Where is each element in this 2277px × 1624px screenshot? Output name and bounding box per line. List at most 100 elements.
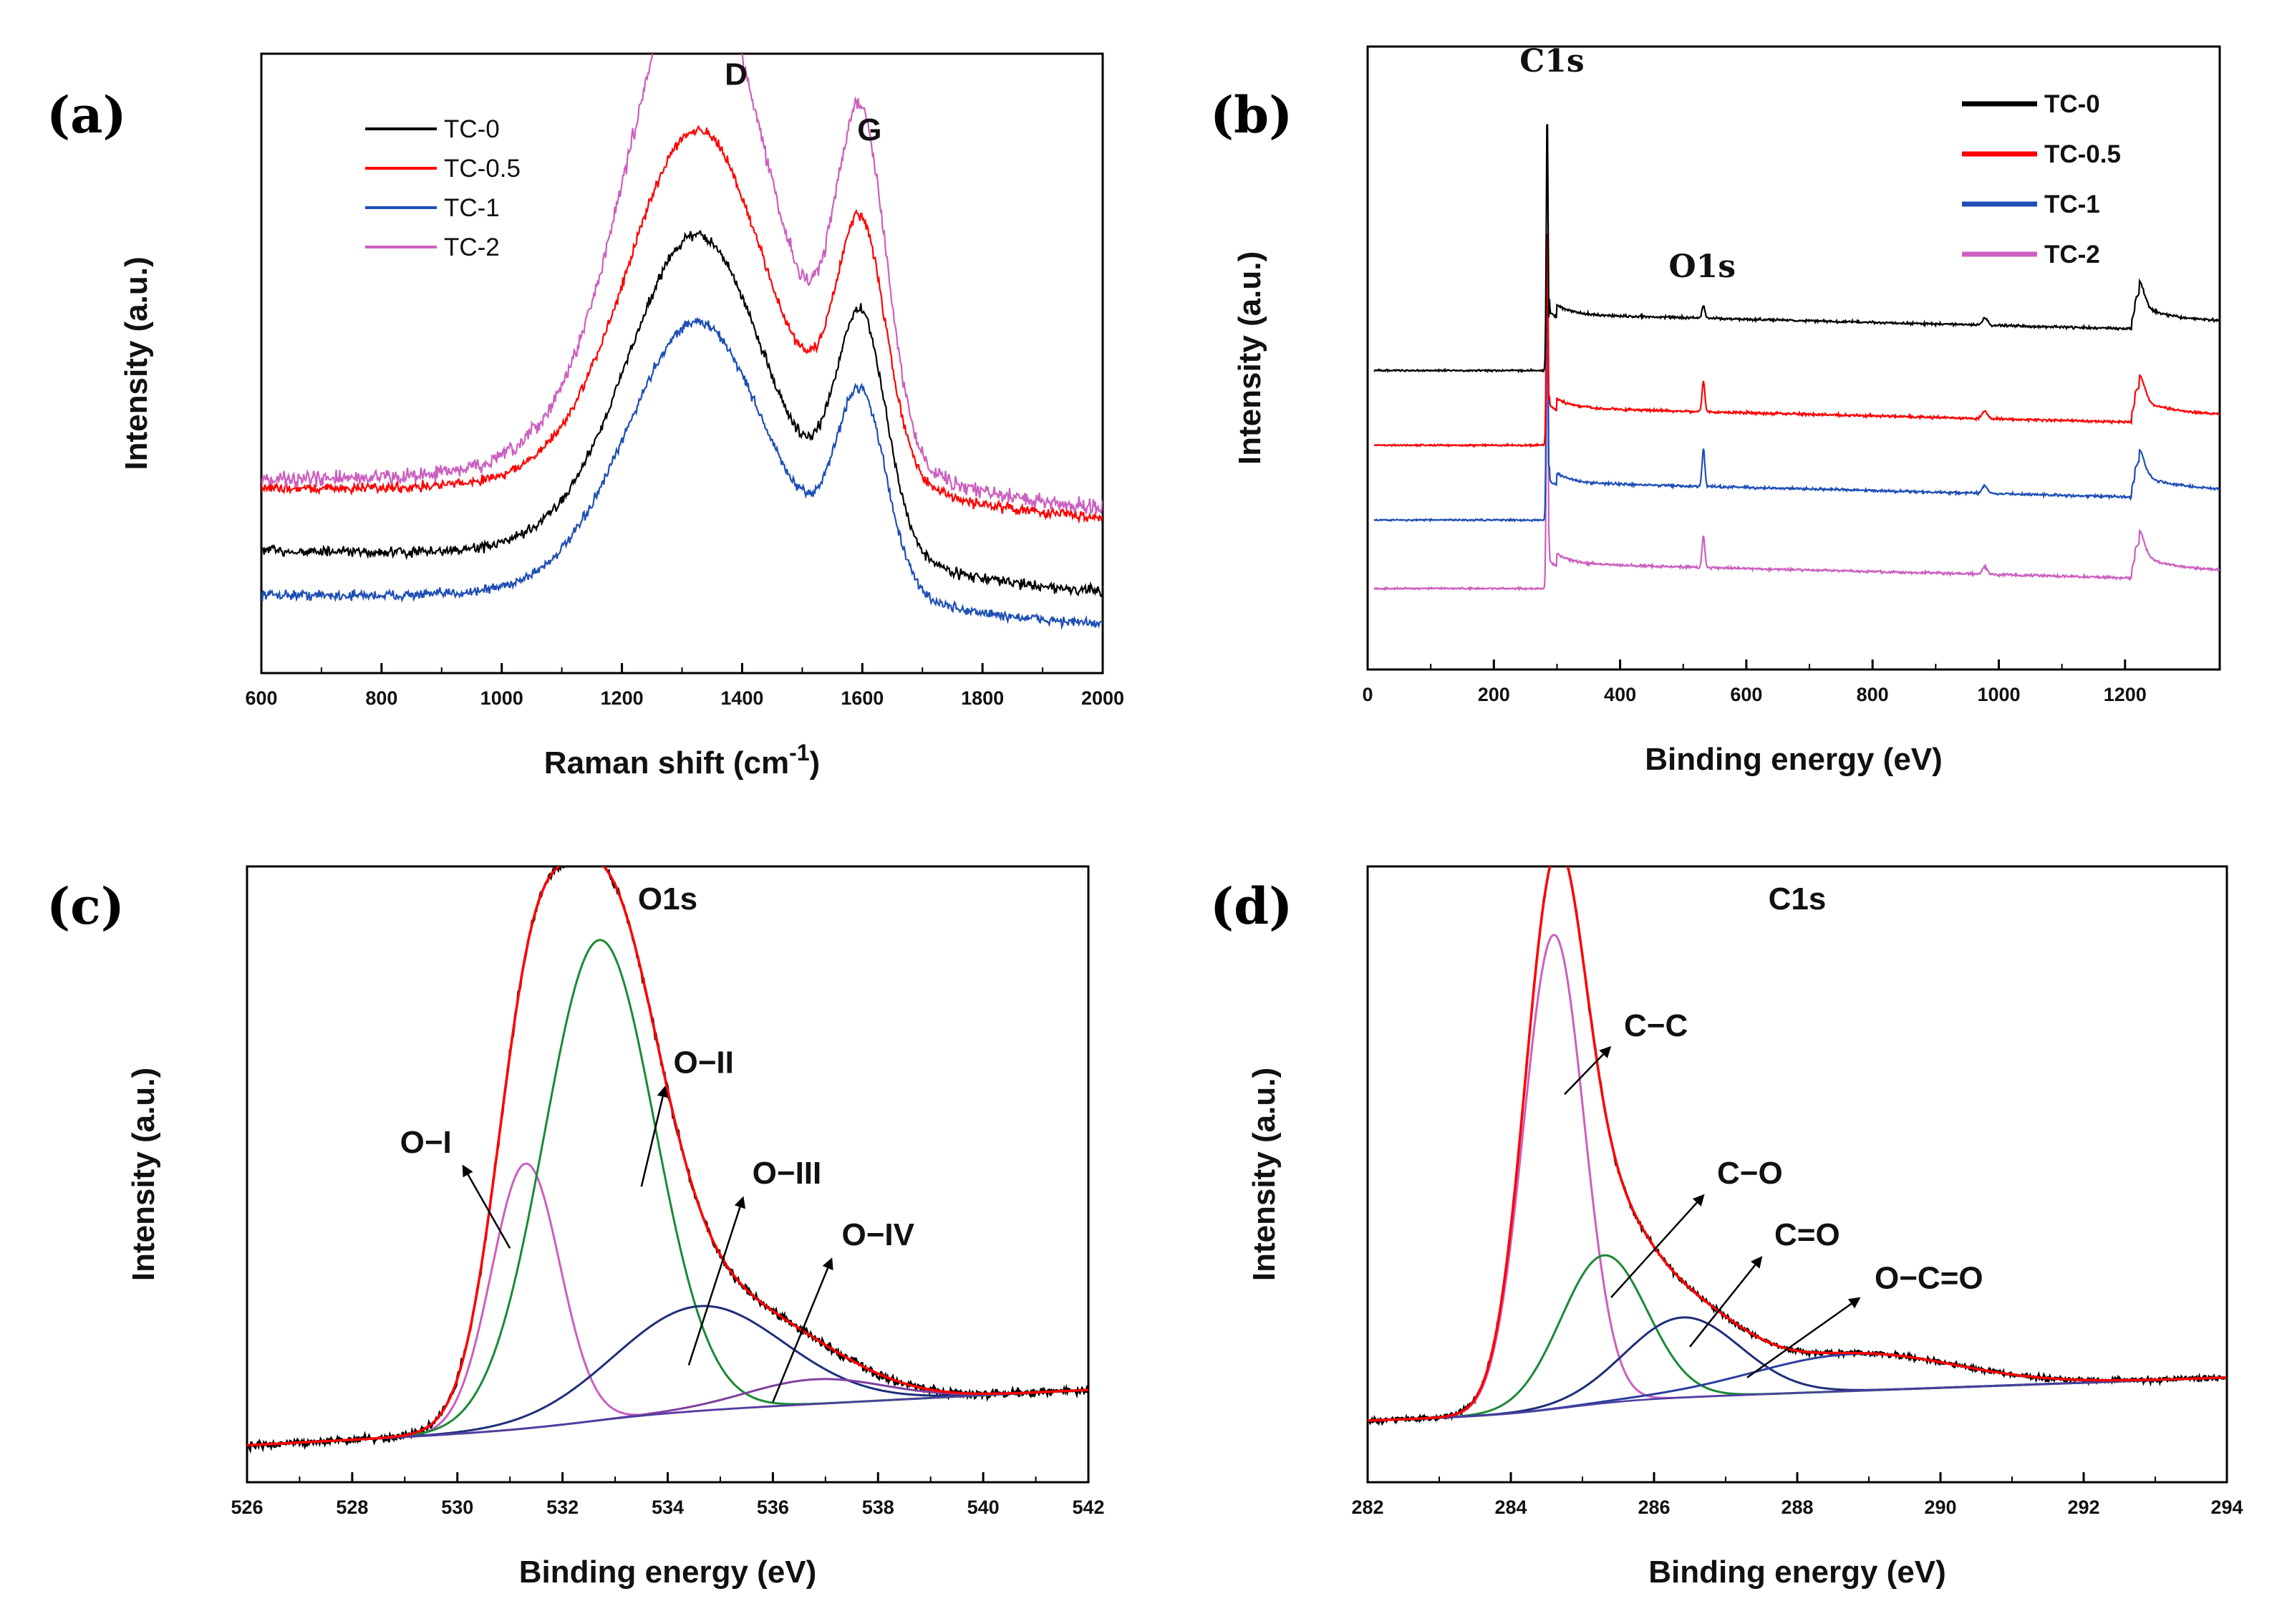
x-tick-label: 0: [1362, 684, 1373, 705]
annotation-arrow-head: [1847, 1297, 1861, 1309]
x-tick-label: 1800: [961, 687, 1004, 709]
panel-label: (d): [1210, 876, 1292, 936]
x-tick-label: 600: [1730, 684, 1762, 705]
annotation-arrow-head: [657, 1086, 669, 1098]
series-line-TC-2: [1373, 313, 2220, 592]
x-axis-title: Binding energy (eV): [519, 1555, 817, 1590]
annotation-arrow-line: [1564, 1053, 1605, 1096]
x-axis-title: Binding energy (eV): [1648, 1555, 1946, 1590]
annotation-arrow-line: [1746, 1302, 1852, 1378]
panel-a-raman-spectra: 600 800 1000 1200 1400 1600 1800 2000 Raman shif…: [47, 52, 1124, 780]
x-tick-label: 1600: [841, 687, 884, 709]
series-line-TC-0.5: [1373, 233, 2220, 449]
x-tick-label: 282: [1351, 1497, 1383, 1518]
legend-label: TC-0: [444, 115, 500, 143]
annotation-arrow-line: [687, 1207, 741, 1366]
annotation-arrow-head: [462, 1164, 473, 1178]
x-tick-label: 800: [365, 687, 397, 709]
annotation-group: O−I O−II O−III O−IV: [400, 1045, 915, 1403]
legend: TC-0 TC-0.5 TC-1 TC-2: [1962, 90, 2121, 269]
peak-label: G: [857, 112, 881, 148]
x-axis-c: 526 528 530 532 534 536 538 540 542: [231, 1472, 1105, 1518]
fit-envelope-line: [247, 866, 1088, 1447]
series-line-TC-2: [261, 54, 1103, 514]
annotation-arrow-line: [640, 1096, 664, 1187]
series-group: [261, 54, 1103, 630]
component-label: O−I: [400, 1125, 452, 1160]
x-tick-label: 528: [336, 1497, 368, 1518]
annotation-arrow-line: [1689, 1264, 1756, 1348]
x-axis-d: 282 284 286 288 290 292 294: [1351, 1472, 2243, 1518]
series-line-TC-0.5: [261, 125, 1103, 524]
x-axis-title-main: Raman shift (cm: [544, 745, 789, 780]
component-line-O-III: [247, 1305, 1088, 1446]
legend-label: TC-0.5: [444, 155, 521, 183]
panel-label: (b): [1210, 85, 1292, 145]
legend-label: TC-1: [444, 194, 500, 222]
x-tick-label: 526: [231, 1497, 263, 1518]
component-line-O-I: [247, 1162, 1088, 1446]
legend-label: TC-2: [444, 233, 500, 261]
x-tick-label: 530: [441, 1497, 473, 1518]
x-tick-label: 200: [1478, 684, 1510, 705]
x-tick-label: 600: [245, 687, 277, 709]
x-tick-label: 1000: [1977, 684, 2020, 705]
annotation-arrow-head: [1692, 1194, 1705, 1207]
series-line-TC-1: [1373, 268, 2220, 523]
panel-title: C1s: [1769, 881, 1827, 917]
x-tick-label: 536: [757, 1497, 789, 1518]
background-line: [247, 1389, 1085, 1446]
panel-label: (c): [47, 876, 125, 936]
x-tick-label: 540: [967, 1497, 1000, 1518]
annotation-arrow-line: [772, 1267, 829, 1403]
component-label: O−C=O: [1875, 1260, 1983, 1295]
y-axis-title: Intensity (a.u.): [119, 256, 154, 470]
annotation-arrow-head: [822, 1257, 833, 1270]
plot-frame-b: [1366, 45, 2221, 671]
fit-envelope-line: [1368, 866, 2226, 1422]
component-line-O−C=O: [1368, 1353, 2226, 1422]
x-tick-label: 288: [1781, 1497, 1813, 1518]
y-axis-title: Intensity (a.u.): [126, 1068, 161, 1281]
x-tick-label: 292: [2067, 1497, 2099, 1518]
panel-d-c1s-deconvolution: 282 284 286 288 290 292 294 Binding energy (eV)…: [1210, 865, 2243, 1590]
component-label: O−III: [753, 1156, 822, 1191]
component-label: O−IV: [842, 1217, 915, 1252]
x-axis-title: Binding energy (eV): [1645, 742, 1943, 777]
legend: TC-0 TC-0.5 TC-1 TC-2: [365, 115, 521, 261]
peak-label: D: [725, 57, 748, 92]
raw-data-line: [247, 866, 1088, 1454]
annotation-arrow-head: [1751, 1256, 1763, 1269]
x-tick-label: 534: [652, 1497, 684, 1518]
series-group: [247, 866, 1088, 1454]
component-label: C−O: [1717, 1156, 1783, 1191]
component-line-O-IV: [247, 1378, 1088, 1446]
series-group: [1368, 866, 2227, 1426]
x-tick-label: 1000: [480, 687, 523, 709]
x-tick-label: 1200: [601, 687, 644, 709]
x-tick-label: 800: [1857, 684, 1889, 705]
y-axis-title: Intensity (a.u.): [1247, 1068, 1282, 1281]
series-line-TC-0: [261, 230, 1103, 598]
component-label: C=O: [1774, 1217, 1840, 1252]
annotation-arrow-head: [1599, 1045, 1612, 1058]
x-axis-title: Raman shift (cm-1): [544, 740, 820, 780]
x-tick-label: 284: [1494, 1497, 1527, 1518]
x-tick-label: 1400: [720, 687, 763, 709]
plot-frame-a: [260, 52, 1104, 675]
x-axis-title-close: ): [810, 745, 821, 780]
plot-frame-d: [1366, 865, 2228, 1484]
x-tick-label: 532: [546, 1497, 579, 1518]
panel-title: O1s: [638, 881, 697, 917]
x-tick-label: 1200: [2104, 684, 2147, 705]
x-axis-title-superscript: -1: [789, 740, 809, 765]
x-tick-label: 2000: [1081, 687, 1124, 709]
component-line-O-II: [247, 939, 1088, 1446]
legend-label: TC-0: [2044, 90, 2100, 118]
x-axis-a: 600 800 1000 1200 1400 1600 1800 2000: [245, 663, 1124, 709]
series-group: [1373, 124, 2220, 592]
series-line-TC-0: [1373, 124, 2220, 374]
component-label: O−II: [674, 1045, 734, 1080]
x-tick-label: 290: [1924, 1497, 1956, 1518]
